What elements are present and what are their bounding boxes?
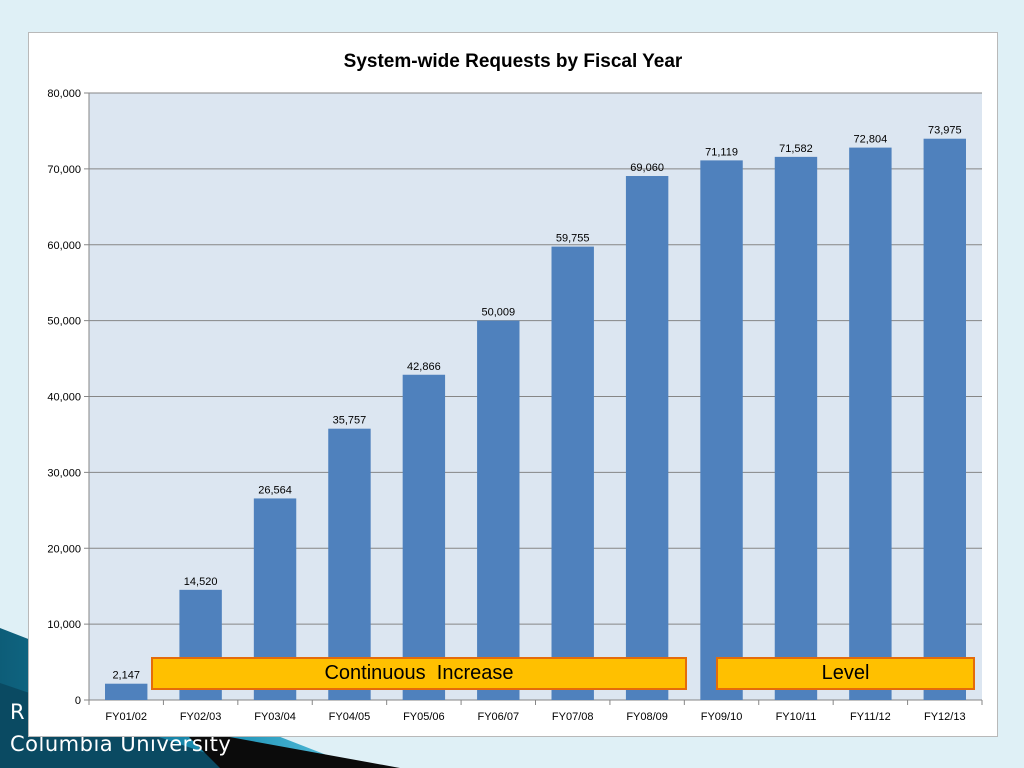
y-tick-label: 10,000 xyxy=(47,619,81,631)
data-label: 71,119 xyxy=(705,146,738,158)
y-tick-label: 20,000 xyxy=(47,543,81,555)
x-tick-label: FY03/04 xyxy=(254,711,296,723)
x-tick-label: FY02/03 xyxy=(180,711,222,723)
data-label: 69,060 xyxy=(630,162,664,174)
data-label: 42,866 xyxy=(407,361,441,373)
y-tick-label: 80,000 xyxy=(47,88,81,100)
bar xyxy=(849,147,892,701)
bar-chart: System-wide Requests by Fiscal Year 0 10,… xyxy=(47,51,983,723)
y-tick-label: 0 xyxy=(75,695,81,707)
data-label: 2,147 xyxy=(112,670,140,682)
bar xyxy=(104,683,148,700)
x-tick-label: FY07/08 xyxy=(552,711,594,723)
bar xyxy=(402,374,446,700)
y-tick-label: 70,000 xyxy=(47,164,81,176)
bar xyxy=(923,138,967,700)
x-tick-label: FY05/06 xyxy=(403,711,445,723)
bar xyxy=(625,176,669,700)
data-label: 35,757 xyxy=(333,415,367,427)
bar xyxy=(774,156,818,700)
x-tick-label: FY10/11 xyxy=(776,711,817,723)
chart-frame: System-wide Requests by Fiscal Year 0 10,… xyxy=(28,32,998,737)
data-label: 71,582 xyxy=(779,143,813,155)
continuous-increase-callout: Continuous Increase xyxy=(151,657,687,690)
y-tick-label: 60,000 xyxy=(47,240,81,252)
x-tick-label: FY12/13 xyxy=(924,711,966,723)
data-label: 14,520 xyxy=(184,576,218,588)
x-tick-label: FY08/09 xyxy=(626,711,668,723)
bar xyxy=(477,320,520,700)
data-label: 73,975 xyxy=(928,125,962,137)
data-label: 59,755 xyxy=(556,233,590,245)
x-tick-label: FY09/10 xyxy=(701,711,743,723)
bar xyxy=(551,246,594,700)
x-tick-label: FY11/12 xyxy=(850,711,891,723)
y-tick-label: 30,000 xyxy=(47,467,81,479)
x-tick-label: FY04/05 xyxy=(329,711,371,723)
y-tick-label: 40,000 xyxy=(47,392,81,404)
x-tick-label: FY06/07 xyxy=(477,711,519,723)
footer-organization-initial: R xyxy=(10,700,26,724)
bar xyxy=(700,160,743,700)
data-label: 26,564 xyxy=(258,484,292,496)
data-label: 50,009 xyxy=(481,307,515,319)
y-tick-label: 50,000 xyxy=(47,316,81,328)
x-tick-label: FY01/02 xyxy=(105,711,147,723)
chart-title: System-wide Requests by Fiscal Year xyxy=(344,51,683,72)
level-callout: Level xyxy=(716,657,975,690)
bar xyxy=(328,428,371,700)
data-label: 72,804 xyxy=(854,134,888,146)
